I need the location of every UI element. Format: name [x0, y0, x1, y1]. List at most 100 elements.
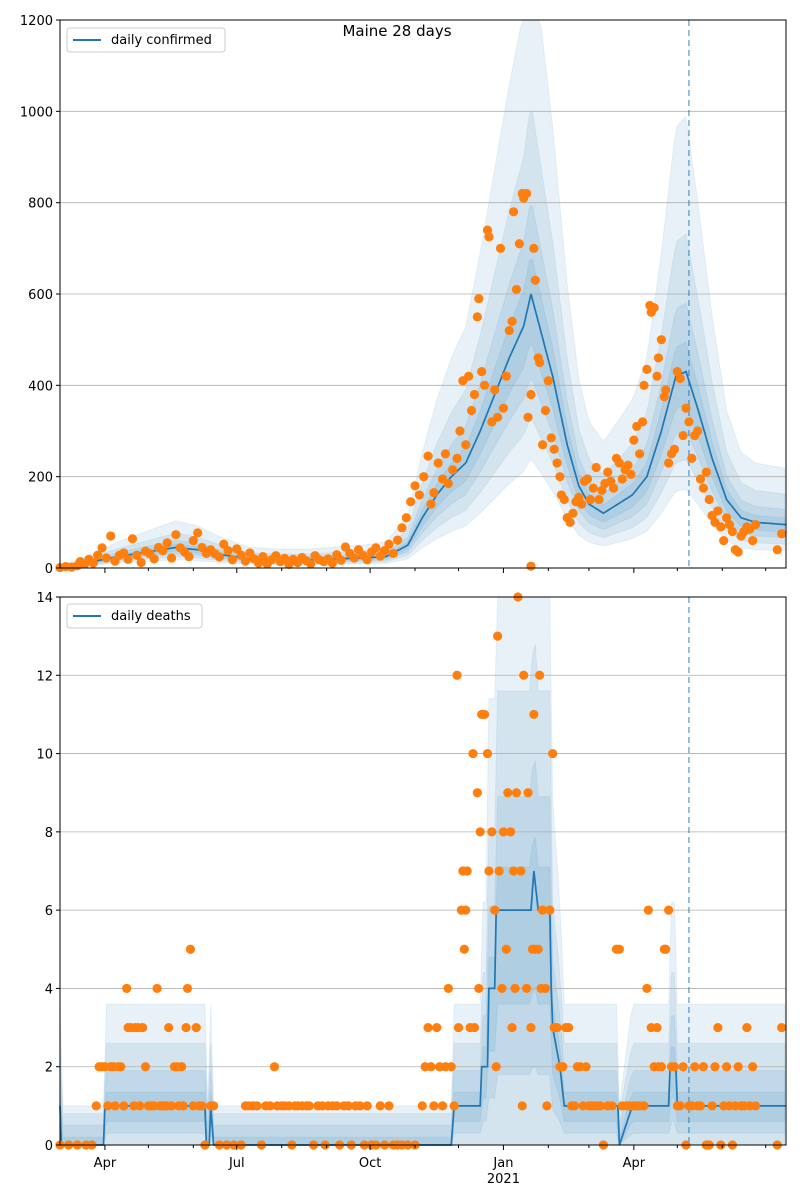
data-point: [495, 243, 506, 253]
data-point: [426, 1062, 436, 1072]
data-point: [748, 536, 758, 546]
data-point: [158, 546, 168, 556]
y-tick-label: 200: [28, 471, 53, 486]
data-point: [510, 983, 520, 994]
data-point: [537, 905, 548, 915]
data-point: [507, 1022, 517, 1033]
data-point: [675, 373, 685, 384]
data-point: [336, 555, 346, 565]
data-point: [652, 1022, 662, 1033]
data-point: [643, 905, 653, 915]
data-point: [258, 551, 268, 562]
data-point: [375, 1101, 385, 1111]
data-point: [136, 557, 146, 568]
data-point: [459, 944, 469, 954]
data-point: [227, 555, 238, 565]
observed-points: [55, 592, 787, 1150]
data-point: [455, 426, 465, 436]
data-point: [529, 243, 539, 253]
data-point: [656, 1062, 666, 1072]
axes-frame: [59, 596, 787, 1146]
data-point: [474, 293, 484, 304]
data-point: [661, 944, 671, 954]
data-point: [482, 748, 493, 759]
data-point: [193, 528, 203, 538]
data-point: [733, 1062, 743, 1072]
data-point: [529, 709, 539, 720]
data-point: [608, 483, 619, 493]
y-tick-label: 0: [45, 1139, 53, 1154]
axes: 0 200 400 600 800 1000 1200: [20, 14, 787, 577]
legend-box: [66, 603, 203, 629]
data-point: [304, 1101, 314, 1111]
data-point: [623, 460, 633, 470]
data-point: [607, 1101, 617, 1111]
data-point: [669, 1062, 680, 1072]
data-point: [653, 353, 664, 363]
data-point: [487, 827, 497, 837]
data-point: [698, 1062, 709, 1072]
data-point: [552, 458, 562, 468]
data-point: [522, 188, 532, 199]
data-point: [514, 239, 524, 249]
data-point: [269, 1062, 280, 1072]
legend: daily deaths: [66, 603, 203, 629]
data-point: [687, 453, 697, 463]
data-point: [523, 788, 533, 798]
data-point: [209, 1101, 219, 1111]
data-point: [543, 376, 553, 386]
data-point: [140, 1062, 151, 1072]
legend-label: daily confirmed: [111, 33, 212, 48]
data-point: [214, 552, 225, 562]
data-point: [166, 1101, 177, 1111]
data-point: [419, 472, 429, 482]
y-tick-label: 800: [28, 197, 53, 212]
data-point: [384, 539, 394, 549]
data-point: [591, 462, 601, 473]
data-point: [177, 1062, 187, 1072]
data-point: [548, 748, 558, 759]
data-point: [493, 412, 503, 422]
data-point: [750, 520, 761, 530]
data-point: [306, 559, 316, 569]
data-point: [449, 1101, 459, 1111]
data-point: [748, 1062, 758, 1072]
data-point: [371, 543, 381, 553]
data-point: [664, 905, 674, 915]
y-tick-label: 8: [45, 826, 53, 841]
data-point: [393, 535, 403, 545]
x-tick-label: Apr: [623, 1156, 646, 1171]
data-point: [443, 478, 453, 489]
data-point: [690, 1062, 700, 1072]
data-point: [565, 517, 575, 527]
data-point: [669, 444, 680, 454]
data-point: [523, 412, 533, 422]
data-point: [472, 788, 482, 798]
data-point: [127, 534, 138, 544]
data-point: [355, 1101, 365, 1111]
data-point: [546, 433, 556, 443]
data-point: [461, 905, 471, 915]
data-point: [110, 1101, 120, 1111]
data-point: [137, 1022, 148, 1033]
data-point: [603, 467, 613, 477]
data-point: [401, 513, 411, 523]
data-point: [693, 426, 703, 436]
data-point: [452, 670, 462, 680]
data-point: [484, 232, 494, 242]
y-tick-label: 6: [45, 904, 53, 919]
data-point: [101, 553, 111, 563]
data-point: [122, 983, 132, 994]
data-point: [349, 553, 359, 563]
data-point: [507, 316, 517, 326]
y-tick-label: 1200: [20, 14, 53, 29]
data-point: [588, 483, 598, 493]
y-tick-label: 400: [28, 379, 53, 394]
y-tick-label: 14: [36, 591, 53, 606]
data-point: [614, 458, 624, 468]
data-point: [772, 545, 782, 555]
data-point: [484, 866, 494, 876]
data-point: [497, 983, 507, 994]
data-point: [526, 1022, 536, 1033]
